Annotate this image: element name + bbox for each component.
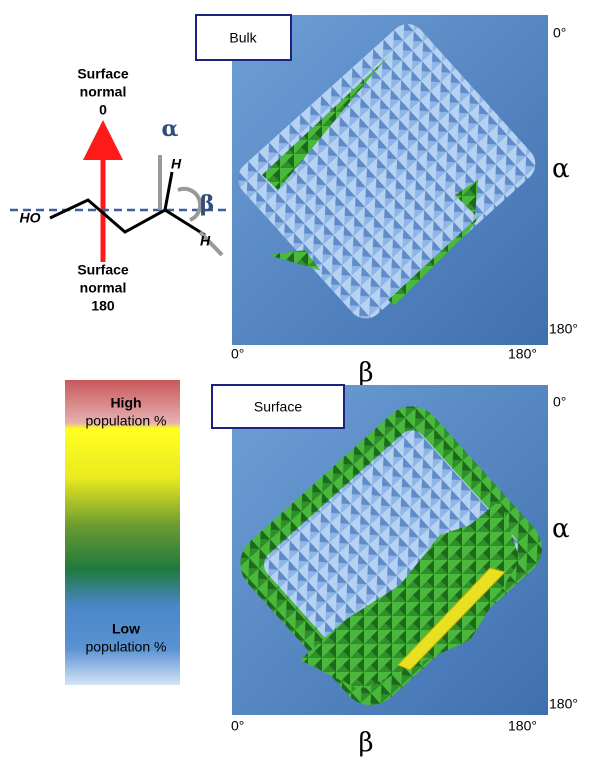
beta-label: β	[200, 191, 215, 217]
colorbar: High population % Low population %	[65, 380, 180, 685]
normal-label: Surface	[77, 66, 129, 82]
axis-label: α	[552, 154, 570, 184]
axis-end-label: 180°	[549, 696, 578, 712]
axis-end-label: 0°	[553, 25, 566, 41]
normal-label: normal	[80, 280, 127, 296]
colorbar-label: population %	[86, 413, 167, 429]
atom-label: H	[200, 233, 211, 249]
axis-end-label: 0°	[231, 718, 244, 734]
bulk-panel: Bulk 0° α 180° 0° 180° β	[196, 15, 578, 388]
colorbar-label: population %	[86, 639, 167, 655]
surface-panel: Surface 0° α 180° 0° 180° β	[212, 385, 578, 758]
axis-label: β	[358, 358, 373, 388]
colorbar-label: Low	[112, 621, 140, 637]
axis-label: β	[358, 728, 373, 758]
axis-end-label: 180°	[508, 346, 537, 362]
figure-canvas: Surface normal 0 α β HO H H Surface norm…	[0, 0, 589, 760]
alpha-label: α	[162, 116, 179, 142]
normal-label: normal	[80, 84, 127, 100]
colorbar-label: High	[110, 395, 141, 411]
axis-end-label: 0°	[553, 394, 566, 410]
atom-label: H	[171, 156, 182, 172]
panel-title: Surface	[254, 399, 302, 415]
axis-end-label: 180°	[549, 321, 578, 337]
axis-end-label: 0°	[231, 346, 244, 362]
normal-label: 180	[91, 298, 115, 314]
normal-label: Surface	[77, 262, 129, 278]
atom-label: HO	[20, 210, 41, 226]
molecule-chain	[50, 200, 205, 235]
figure: Surface normal 0 α β HO H H Surface norm…	[0, 0, 589, 760]
axis-end-label: 180°	[508, 718, 537, 734]
beta-arc	[178, 189, 200, 220]
axis-label: α	[552, 514, 570, 544]
panel-title: Bulk	[229, 30, 257, 46]
bond	[165, 172, 172, 210]
normal-label: 0	[99, 102, 107, 118]
molecule: Surface normal 0 α β HO H H Surface norm…	[10, 66, 230, 314]
